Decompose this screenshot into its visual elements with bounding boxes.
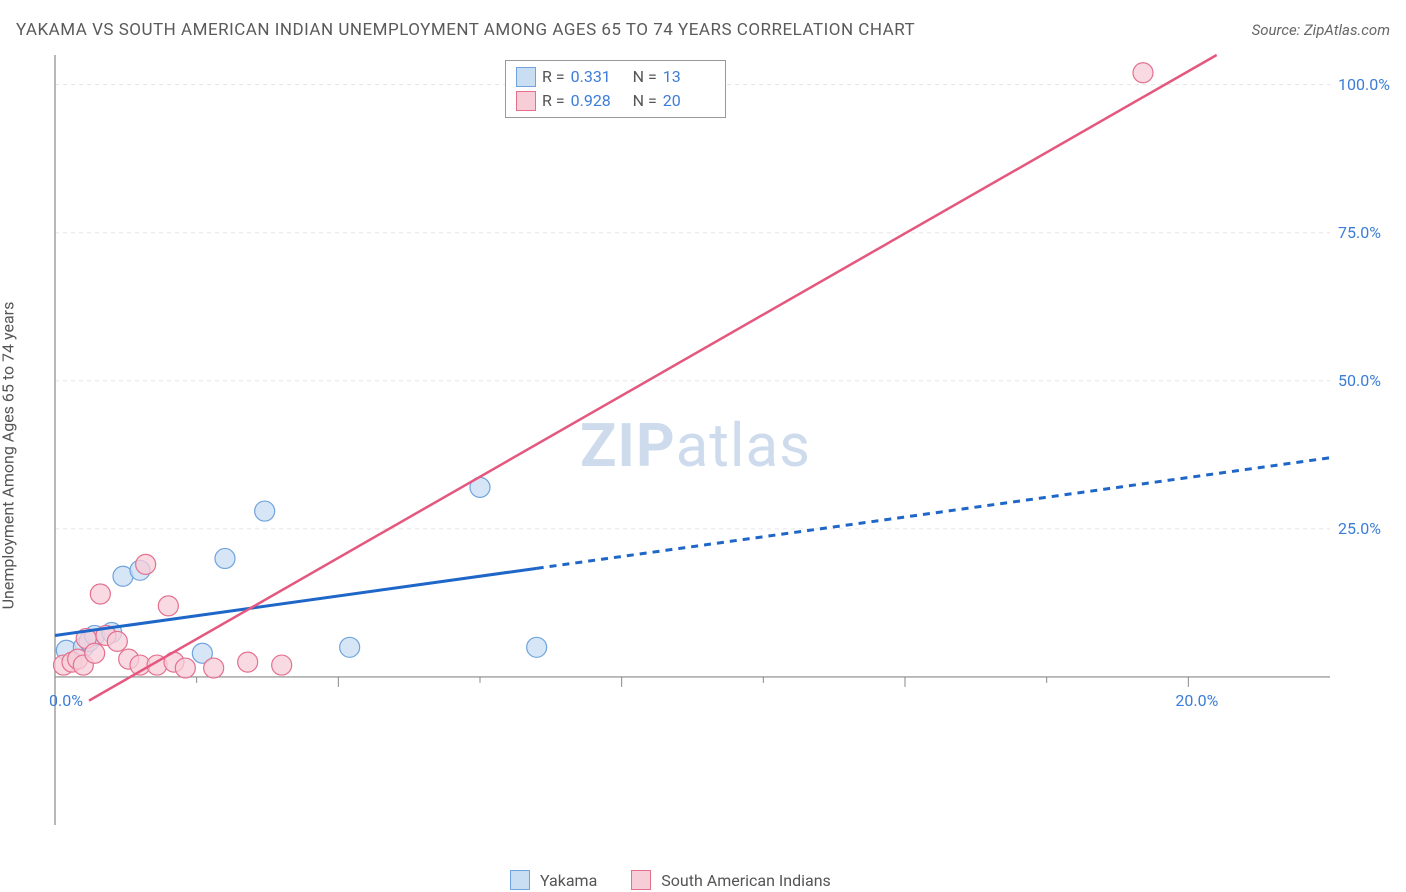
stats-row: R = 0.331 N =13 xyxy=(516,65,715,89)
legend-label: Yakama xyxy=(540,871,597,890)
tick-label: 25.0% xyxy=(1338,519,1381,538)
legend-swatch xyxy=(510,870,530,890)
chart-svg xyxy=(50,50,1390,860)
tick-label: 20.0% xyxy=(1175,691,1218,710)
chart-source: Source: ZipAtlas.com xyxy=(1252,21,1390,39)
stat-r-label: R = xyxy=(542,89,565,113)
stats-box: R = 0.331 N =13 R = 0.928 N =20 xyxy=(505,60,726,118)
stat-r-value: 0.928 xyxy=(571,89,623,113)
stats-swatch xyxy=(516,91,536,111)
stat-n-value: 13 xyxy=(663,65,715,89)
tick-label: 100.0% xyxy=(1338,75,1390,94)
stat-n-value: 20 xyxy=(663,89,715,113)
legend-swatch xyxy=(631,870,651,890)
stat-r-value: 0.331 xyxy=(571,65,623,89)
legend-label: South American Indians xyxy=(661,871,831,890)
plot-area: ZIPatlas R =0.331 N =13R =0.928 N =20 Ya… xyxy=(50,50,1390,860)
stats-row: R = 0.928 N =20 xyxy=(516,89,715,113)
legend-box: Yakama South American Indians xyxy=(510,870,855,890)
tick-label: 75.0% xyxy=(1338,223,1381,242)
stat-r-label: R = xyxy=(542,65,565,89)
stats-swatch xyxy=(516,67,536,87)
y-axis-label: Unemployment Among Ages 65 to 74 years xyxy=(0,302,18,610)
tick-label: 50.0% xyxy=(1338,371,1381,390)
tick-label: 0.0% xyxy=(49,691,83,710)
chart-title: YAKAMA VS SOUTH AMERICAN INDIAN UNEMPLOY… xyxy=(16,20,915,40)
stat-n-label: N = xyxy=(629,89,657,113)
stat-n-label: N = xyxy=(629,65,657,89)
